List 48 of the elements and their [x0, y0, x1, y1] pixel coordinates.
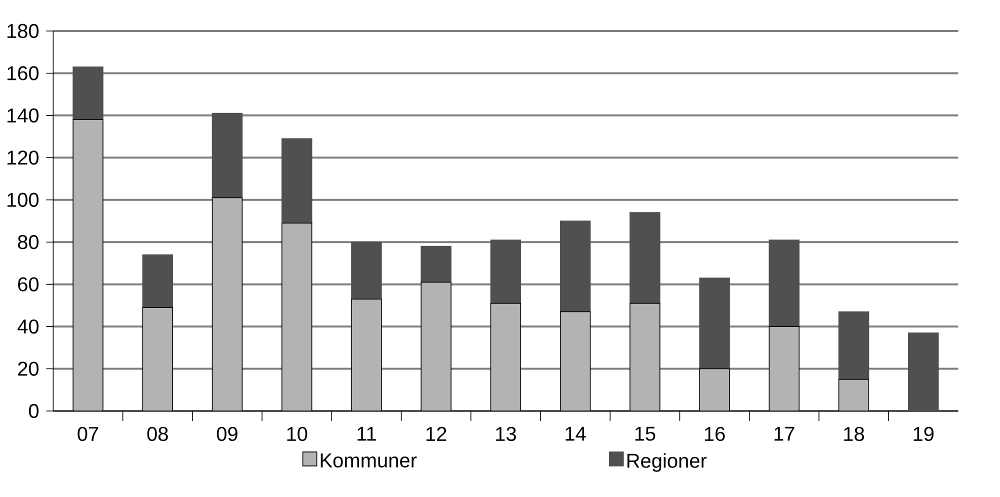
bar [420, 246, 452, 283]
y-tick-label: 60 [18, 277, 39, 292]
x-tick-label: 09 [216, 426, 238, 442]
x-tick-label: 07 [78, 426, 98, 442]
bar [73, 120, 103, 411]
y-tick-label: 80 [18, 235, 39, 250]
y-tick-label: 140 [7, 108, 39, 123]
bar [142, 308, 173, 411]
bar [699, 278, 730, 370]
y-tick-label: 160 [7, 66, 39, 80]
bar [281, 138, 312, 224]
bar [560, 220, 591, 312]
bar [490, 303, 521, 411]
x-tick-label: 14 [566, 426, 586, 441]
bar [630, 212, 660, 304]
y-tick-label: 120 [7, 150, 39, 165]
bar [838, 311, 870, 380]
x-tick-label: 15 [635, 426, 656, 441]
x-tick-label: 08 [147, 426, 168, 442]
bar [142, 254, 173, 308]
bar [212, 112, 243, 198]
bar [700, 368, 730, 411]
bar [838, 378, 870, 411]
bar [282, 223, 312, 411]
bar [490, 240, 522, 304]
x-tick-label: 17 [774, 426, 794, 441]
x-tick-label: 11 [358, 426, 376, 441]
bar [351, 242, 382, 300]
y-tick-label: 180 [7, 24, 39, 38]
x-tick-label: 16 [704, 426, 725, 442]
bar [630, 303, 660, 411]
y-tick-label: 40 [18, 319, 39, 334]
bar [421, 282, 452, 411]
x-tick-label: 10 [287, 426, 308, 442]
bar [212, 198, 242, 411]
x-tick-label: 13 [496, 426, 516, 442]
bar [769, 326, 800, 411]
y-tick-label: 100 [7, 192, 39, 207]
bar [352, 299, 382, 411]
bar [560, 312, 590, 411]
y-tick-label: 20 [18, 362, 39, 376]
legend-label: Regioner [627, 453, 707, 472]
y-tick-label: 0 [29, 404, 39, 418]
x-tick-label: 18 [844, 426, 864, 442]
x-tick-label: 12 [426, 426, 446, 441]
legend-label: Kommuner [320, 454, 417, 468]
x-tick-label: 19 [914, 426, 934, 442]
bar [768, 240, 800, 327]
